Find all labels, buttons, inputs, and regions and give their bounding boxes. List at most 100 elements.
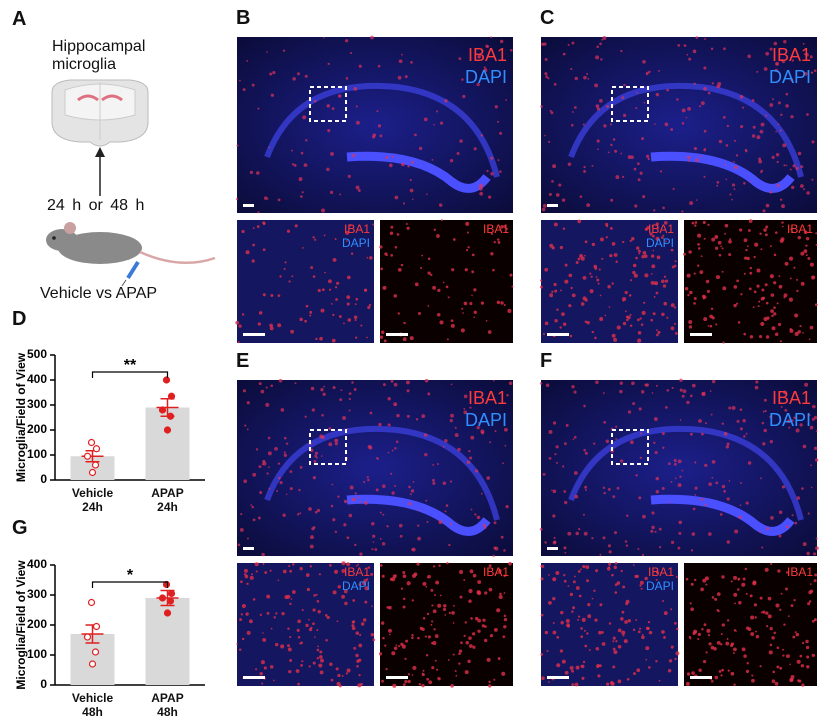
signal-dot	[398, 59, 403, 64]
cell-dot	[546, 650, 549, 652]
signal-dot	[313, 459, 317, 463]
cell-dot	[238, 648, 242, 651]
signal-dot	[725, 178, 728, 181]
cell-dot	[474, 616, 479, 621]
cell-dot	[309, 310, 313, 314]
scale-bar	[243, 333, 265, 336]
signal-dot	[769, 47, 773, 51]
cell-dot	[256, 225, 260, 228]
cell-dot	[432, 565, 436, 568]
cell-dot	[807, 257, 811, 260]
cell-dot	[788, 297, 794, 302]
cell-dot	[601, 642, 606, 646]
signal-dot	[651, 392, 654, 394]
cell-dot	[773, 306, 776, 309]
signal-dot	[424, 453, 428, 457]
cell-layer	[264, 425, 500, 521]
cell-dot	[770, 293, 775, 297]
cell-dot	[726, 638, 729, 640]
signal-dot	[398, 523, 403, 528]
cell-dot	[702, 578, 707, 583]
cell-dot	[614, 591, 618, 594]
signal-dot	[449, 158, 454, 163]
signal-dot	[564, 442, 567, 446]
y-tick-label: 100	[27, 647, 47, 661]
cell-dot	[811, 653, 815, 658]
cell-dot	[560, 621, 564, 625]
cell-dot	[344, 601, 348, 606]
cell-dot	[282, 569, 287, 574]
signal-dot	[282, 49, 286, 52]
cell-dot	[471, 253, 475, 257]
cell-dot	[321, 288, 325, 292]
cell-dot	[463, 578, 466, 581]
cell-dot	[777, 322, 782, 327]
cell-dot	[626, 318, 629, 322]
cell-dot	[547, 574, 550, 576]
signal-dot	[659, 546, 662, 549]
signal-dot	[332, 518, 336, 522]
cell-dot	[622, 240, 625, 244]
signal-dot	[752, 125, 756, 129]
panel-label: F	[540, 350, 553, 372]
signal-dot	[738, 515, 742, 520]
signal-dot	[594, 83, 599, 88]
signal-dot	[692, 49, 697, 54]
signal-dot	[682, 389, 687, 394]
signal-dot	[703, 129, 707, 133]
cell-dot	[586, 579, 590, 583]
cell-dot	[765, 335, 770, 339]
cell-dot	[733, 592, 738, 597]
signal-dot	[725, 144, 729, 147]
cell-dot	[499, 592, 502, 596]
cell-dot	[705, 583, 708, 586]
cell-dot	[569, 334, 573, 338]
cell-dot	[409, 336, 414, 341]
cell-dot	[796, 289, 799, 293]
data-point	[83, 452, 92, 460]
signal-dot	[678, 520, 683, 525]
signal-dot	[426, 193, 428, 196]
cell-dot	[777, 569, 781, 573]
cell-dot	[790, 604, 794, 608]
signal-dot	[762, 209, 766, 213]
signal-dot	[486, 169, 489, 173]
cell-dot	[553, 222, 558, 227]
signal-dot	[614, 149, 618, 153]
cell-dot	[743, 654, 747, 658]
signal-dot	[815, 430, 818, 433]
cell-dot	[313, 594, 316, 597]
cell-dot	[673, 622, 677, 625]
cell-dot	[580, 568, 582, 571]
signal-dot	[394, 485, 397, 488]
signal-dot	[810, 486, 813, 489]
signal-dot	[263, 196, 268, 200]
data-point	[163, 426, 172, 434]
signal-dot	[571, 41, 575, 45]
cell-dot	[670, 248, 674, 252]
cell-dot	[702, 659, 707, 664]
cell-dot	[500, 225, 504, 229]
cell-dot	[385, 667, 388, 671]
cell-dot	[554, 319, 558, 323]
cell-dot	[655, 222, 659, 226]
cell-dot	[427, 635, 431, 639]
cell-dot	[779, 238, 784, 243]
cell-dot	[386, 606, 390, 609]
cell-dot	[666, 574, 668, 576]
signal-dot	[277, 462, 281, 465]
cell-dot	[300, 641, 304, 644]
cell-dot	[421, 683, 425, 688]
signal-dot	[303, 163, 308, 167]
cell-dot	[560, 610, 564, 615]
signal-dot	[548, 429, 553, 434]
cell-dot	[577, 570, 581, 573]
cell-dot	[640, 323, 644, 326]
cell-dot	[362, 581, 366, 586]
cell-dot	[769, 627, 773, 631]
cell-dot	[809, 589, 814, 593]
cell-dot	[290, 329, 294, 334]
cell-dot	[703, 237, 706, 240]
signal-dot	[666, 88, 670, 92]
y-tick-label: 100	[27, 447, 47, 461]
